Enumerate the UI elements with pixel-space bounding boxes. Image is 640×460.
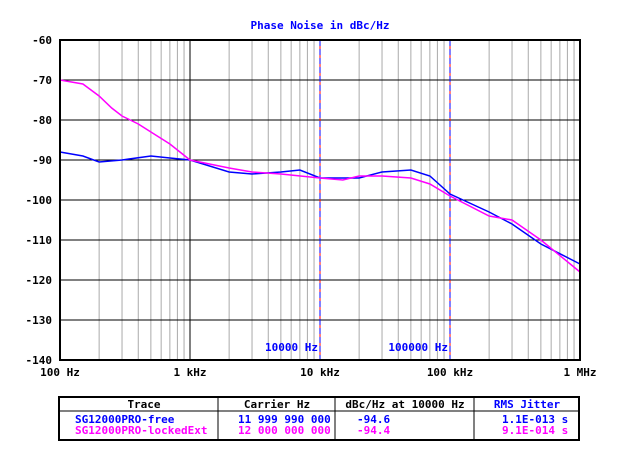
dbc-value: -94.6	[357, 413, 390, 426]
legend-table: Trace Carrier Hz dBc/Hz at 10000 Hz RMS …	[58, 396, 580, 441]
chart-title: Phase Noise in dBc/Hz	[250, 19, 389, 32]
x-tick-label: 1 kHz	[173, 366, 206, 379]
y-tick-label: -120	[26, 274, 53, 287]
carrier-value: 11 999 990 000	[238, 413, 331, 426]
x-tick-label: 100 kHz	[427, 366, 473, 379]
y-tick-label: -100	[26, 194, 53, 207]
carrier-value: 12 000 000 000	[238, 424, 331, 437]
x-tick-label: 10 kHz	[300, 366, 340, 379]
jitter-value: 9.1E-014 s	[502, 424, 568, 437]
y-tick-label: -60	[32, 34, 52, 47]
y-tick-label: -80	[32, 114, 52, 127]
header-carrier: Carrier Hz	[244, 398, 310, 411]
trace-name: SG12000PRO-lockedExt	[75, 424, 207, 437]
plot-frame	[59, 39, 581, 361]
table-row: SG12000PRO-free 11 999 990 000 -94.6 1.1…	[75, 413, 568, 426]
series-line-SG12000PRO-lockedExt	[59, 79, 581, 273]
y-tick-label: -90	[32, 154, 52, 167]
y-tick-label: -130	[26, 314, 53, 327]
y-tick-label: -70	[32, 74, 52, 87]
trace-name: SG12000PRO-free	[75, 413, 175, 426]
marker-label: 10000 Hz	[265, 341, 318, 354]
x-tick-label: 100 Hz	[40, 366, 80, 379]
header-trace: Trace	[127, 398, 160, 411]
table-row: SG12000PRO-lockedExt 12 000 000 000 -94.…	[75, 424, 568, 437]
y-tick-label: -140	[26, 354, 53, 367]
header-dbc: dBc/Hz at 10000 Hz	[345, 398, 464, 411]
marker-label: 100000 Hz	[388, 341, 448, 354]
header-jitter: RMS Jitter	[494, 398, 561, 411]
y-tick-label: -110	[26, 234, 53, 247]
dbc-value: -94.4	[357, 424, 390, 437]
series-line-SG12000PRO-free	[59, 151, 581, 265]
x-tick-label: 1 MHz	[563, 366, 596, 379]
jitter-value: 1.1E-013 s	[502, 413, 568, 426]
